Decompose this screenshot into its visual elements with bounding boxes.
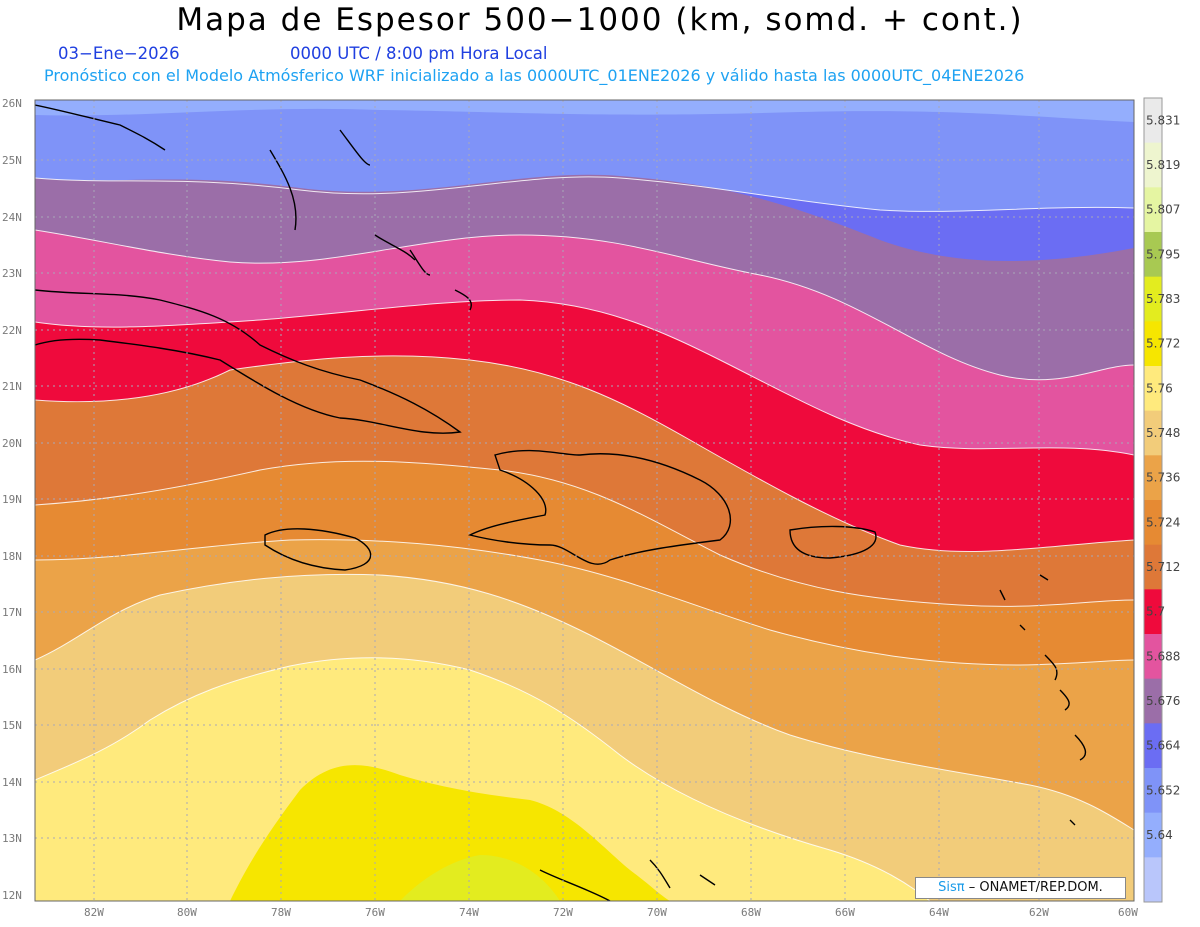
colorbar-swatch bbox=[1144, 589, 1162, 635]
band-5783 bbox=[230, 765, 670, 901]
colorbar: 5.831 5.819 5.807 5.795 5.783 5.772 5.76 5.748 5… bbox=[1143, 97, 1180, 903]
colorbar-swatch bbox=[1144, 410, 1162, 456]
thickness-bands bbox=[35, 100, 1134, 901]
colorbar-label: 5.736 bbox=[1146, 471, 1180, 485]
colorbar-label: 5.7 bbox=[1146, 605, 1165, 619]
lat-label: 14N bbox=[2, 776, 22, 789]
lat-axis: 26N 25N 24N 23N 22N 21N 20N 19N 18N 17N … bbox=[2, 97, 22, 902]
colorbar-label: 5.64 bbox=[1146, 828, 1173, 842]
colorbar-label: 5.795 bbox=[1146, 247, 1180, 261]
lat-label: 17N bbox=[2, 606, 22, 619]
colorbar-swatch bbox=[1144, 634, 1162, 680]
colorbar-label: 5.76 bbox=[1146, 381, 1173, 395]
colorbar-label: 5.807 bbox=[1146, 203, 1180, 217]
colorbar-swatch bbox=[1144, 232, 1162, 278]
lat-label: 16N bbox=[2, 663, 22, 676]
colorbar-swatch bbox=[1144, 857, 1162, 903]
lat-label: 20N bbox=[2, 437, 22, 450]
lon-label: 80W bbox=[177, 906, 197, 919]
colorbar-swatch bbox=[1144, 455, 1162, 501]
lon-label: 64W bbox=[929, 906, 949, 919]
coastlines bbox=[35, 104, 1087, 901]
lat-label: 21N bbox=[2, 380, 22, 393]
lat-label: 25N bbox=[2, 154, 22, 167]
coast-south-america bbox=[539, 859, 716, 901]
colorbar-label: 5.664 bbox=[1146, 739, 1180, 753]
colorbar-label: 5.819 bbox=[1146, 158, 1180, 172]
colorbar-label: 5.712 bbox=[1146, 560, 1180, 574]
colorbar-label: 5.676 bbox=[1146, 694, 1180, 708]
graticule bbox=[35, 100, 1134, 901]
lon-label: 78W bbox=[271, 906, 291, 919]
colorbar-swatch bbox=[1144, 768, 1162, 814]
coast-puerto-rico bbox=[789, 525, 877, 559]
lat-label: 22N bbox=[2, 324, 22, 337]
colorbar-swatch bbox=[1144, 321, 1162, 367]
lon-label: 74W bbox=[459, 906, 479, 919]
colorbar-swatch bbox=[1144, 98, 1162, 144]
credit-text: – ONAMET/REP.DOM. bbox=[968, 880, 1103, 895]
coast-cuba bbox=[35, 289, 462, 434]
lon-label: 60W bbox=[1118, 906, 1138, 919]
map-title: Mapa de Espesor 500−1000 (km, somd. + co… bbox=[176, 2, 1024, 38]
colorbar-label: 5.724 bbox=[1146, 515, 1180, 529]
colorbar-swatch bbox=[1144, 187, 1162, 233]
credit-brand: Sisπ bbox=[938, 880, 965, 895]
coast-florida bbox=[35, 104, 166, 151]
valid-date: 03−Ene−2026 bbox=[58, 44, 180, 63]
coast-bahamas bbox=[269, 129, 472, 311]
lat-label: 23N bbox=[2, 267, 22, 280]
colorbar-label: 5.783 bbox=[1146, 292, 1180, 306]
lon-label: 68W bbox=[741, 906, 761, 919]
lon-label: 82W bbox=[84, 906, 104, 919]
colorbar-swatch bbox=[1144, 678, 1162, 724]
band-5772 bbox=[35, 657, 930, 901]
colorbar-swatch bbox=[1144, 500, 1162, 546]
lat-label: 26N bbox=[2, 97, 22, 110]
forecast-info: Pronóstico con el Modelo Atmósferico WRF… bbox=[44, 66, 1025, 85]
lon-axis: 82W 80W 78W 76W 74W 72W 70W 68W 66W 64W … bbox=[84, 906, 1138, 919]
lon-label: 62W bbox=[1029, 906, 1049, 919]
lat-label: 24N bbox=[2, 211, 22, 224]
colorbar-swatch bbox=[1144, 142, 1162, 188]
colorbar-label: 5.652 bbox=[1146, 783, 1180, 797]
contour-lines bbox=[35, 176, 1134, 901]
credit-box: Sisπ – ONAMET/REP.DOM. bbox=[915, 877, 1126, 899]
valid-time: 0000 UTC / 8:00 pm Hora Local bbox=[290, 44, 548, 63]
lat-label: 12N bbox=[2, 889, 22, 902]
colorbar-frame bbox=[1143, 97, 1163, 903]
lat-label: 13N bbox=[2, 832, 22, 845]
coast-jamaica bbox=[264, 528, 372, 571]
lon-label: 76W bbox=[365, 906, 385, 919]
lat-label: 19N bbox=[2, 493, 22, 506]
colorbar-label: 5.688 bbox=[1146, 649, 1180, 663]
colorbar-label: 5.831 bbox=[1146, 113, 1180, 127]
colorbar-swatch bbox=[1144, 276, 1162, 322]
band-5795 bbox=[400, 855, 560, 901]
lon-label: 70W bbox=[647, 906, 667, 919]
coast-lesser-antilles bbox=[999, 574, 1087, 826]
colorbar-swatch bbox=[1144, 812, 1162, 858]
lat-label: 18N bbox=[2, 550, 22, 563]
colorbar-swatch bbox=[1144, 366, 1162, 412]
map-frame bbox=[34, 99, 1135, 902]
colorbar-swatch bbox=[1144, 723, 1162, 769]
colorbar-label: 5.748 bbox=[1146, 426, 1180, 440]
lon-label: 66W bbox=[835, 906, 855, 919]
colorbar-swatch bbox=[1144, 544, 1162, 590]
lon-label: 72W bbox=[553, 906, 573, 919]
colorbar-label: 5.772 bbox=[1146, 337, 1180, 351]
coast-hispaniola bbox=[467, 449, 731, 565]
lat-label: 15N bbox=[2, 719, 22, 732]
